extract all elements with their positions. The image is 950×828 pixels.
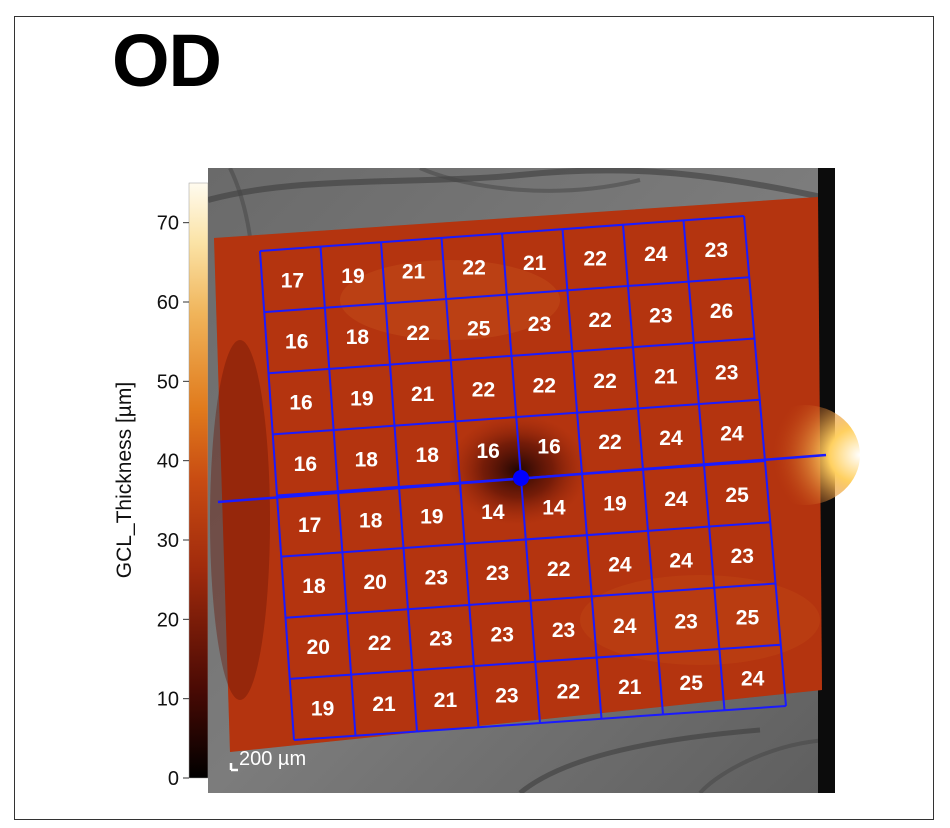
cell-value: 22	[547, 558, 570, 581]
cell-value: 23	[674, 611, 697, 634]
colorbar-tick-label: 70	[157, 213, 179, 235]
cell-value: 22	[588, 309, 611, 332]
cell-value: 14	[542, 497, 566, 520]
cell-value: 22	[598, 431, 621, 454]
cell-value: 23	[649, 304, 672, 327]
cell-value: 18	[302, 575, 326, 598]
cell-value: 23	[425, 566, 448, 589]
cell-value: 22	[557, 680, 580, 703]
cell-value: 24	[664, 488, 688, 511]
colorbar-tick-label: 0	[168, 768, 179, 790]
cell-value: 18	[346, 326, 370, 349]
cell-value: 21	[402, 261, 426, 284]
cell-value: 16	[476, 440, 499, 463]
cell-value: 24	[669, 549, 693, 572]
cell-value: 19	[350, 387, 373, 410]
cell-value: 23	[486, 562, 509, 585]
colorbar	[188, 182, 209, 779]
cell-value: 23	[528, 313, 551, 336]
colorbar-tick-label: 10	[157, 689, 179, 711]
cell-value: 16	[289, 392, 312, 415]
scale-bar-label: 200 µm	[239, 748, 306, 770]
cell-value: 21	[434, 689, 458, 712]
cell-value: 24	[741, 668, 765, 691]
cell-value: 23	[552, 619, 575, 642]
cell-value: 24	[613, 615, 637, 638]
colorbar-tick-label: 20	[157, 609, 179, 631]
cell-value: 25	[467, 317, 491, 340]
cell-value: 18	[359, 510, 383, 533]
cell-value: 20	[307, 636, 330, 659]
cell-value: 21	[523, 252, 547, 275]
cell-value: 22	[584, 248, 607, 271]
colorbar-tick-label: 40	[157, 451, 179, 473]
eye-label: OD	[112, 19, 222, 102]
cell-value: 23	[715, 361, 738, 384]
colorbar-ticks: 0 10 20 30 40 50 60 70	[157, 213, 189, 790]
cell-value: 25	[725, 484, 749, 507]
cell-value: 16	[537, 435, 560, 458]
cell-value: 22	[472, 379, 495, 402]
foveal-pit	[448, 415, 588, 525]
cell-value: 24	[659, 427, 683, 450]
cell-value: 25	[736, 606, 760, 629]
cell-value: 24	[644, 243, 668, 266]
cell-value: 17	[298, 514, 321, 537]
cell-value: 19	[603, 492, 626, 515]
cell-value: 21	[372, 693, 396, 716]
colorbar-tick-label: 30	[157, 530, 179, 552]
cell-value: 22	[593, 370, 616, 393]
cell-value: 22	[368, 632, 391, 655]
cell-value: 20	[363, 571, 386, 594]
cell-value: 23	[495, 685, 518, 708]
cell-value: 16	[285, 331, 308, 354]
optic-nerve-glow	[750, 405, 860, 505]
colorbar-tick-label: 60	[157, 292, 179, 314]
cell-value: 23	[429, 628, 452, 651]
cell-value: 22	[533, 374, 556, 397]
grid-col-line	[259, 250, 295, 741]
cell-value: 23	[705, 239, 728, 262]
cell-value: 17	[281, 269, 304, 292]
cell-value: 18	[355, 448, 379, 471]
cell-values: 17 19 21 22 21 22 24 23 16 18 22 25 23 22 23 26 16 19 21 22…	[281, 239, 765, 721]
sector-grid	[259, 215, 787, 741]
cell-value: 19	[341, 265, 364, 288]
cell-value: 24	[608, 554, 632, 577]
cell-value: 21	[618, 676, 642, 699]
cell-value: 23	[731, 545, 754, 568]
figure-frame	[14, 16, 934, 820]
grid-col-line	[743, 215, 787, 707]
cell-value: 22	[406, 322, 429, 345]
cell-value: 16	[294, 453, 317, 476]
scale-bar: 200 µm	[229, 748, 306, 772]
cell-value: 14	[481, 501, 505, 524]
cell-value: 19	[311, 697, 334, 720]
cell-value: 26	[710, 300, 733, 323]
cell-value: 19	[420, 505, 443, 528]
cell-value: 21	[411, 383, 435, 406]
fovea-marker	[513, 470, 529, 486]
grid-col-line	[319, 246, 357, 736]
cell-value: 23	[491, 623, 514, 646]
cell-value: 22	[462, 256, 485, 279]
cell-value: 21	[654, 366, 678, 389]
cell-value: 25	[680, 672, 704, 695]
cell-value: 24	[720, 423, 744, 446]
cell-value: 18	[416, 444, 440, 467]
colorbar-tick-label: 50	[157, 371, 179, 393]
